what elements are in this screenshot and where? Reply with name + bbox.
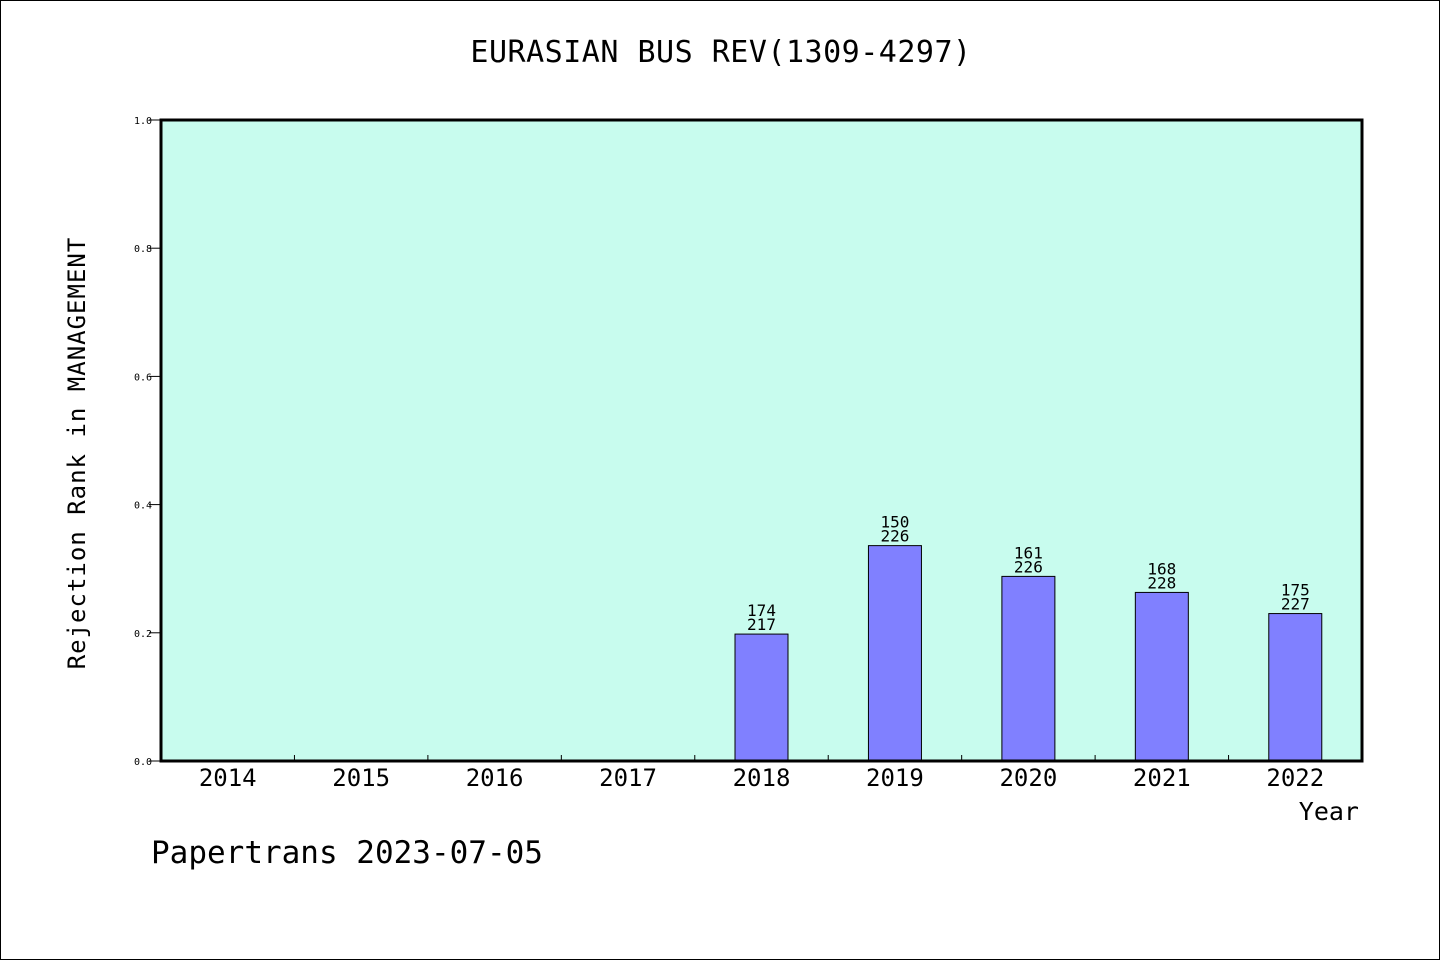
bar-label-bottom: 227 bbox=[1281, 595, 1310, 614]
y-axis-ticks bbox=[149, 119, 161, 762]
x-tick-label: 2016 bbox=[466, 764, 524, 792]
bar-label-top: 175 bbox=[1281, 581, 1310, 600]
x-tick-labels-group: 2014 2015 2016 2017 2018 2019 2020 2021 2022 bbox=[199, 764, 1324, 792]
x-tick-label: 2022 bbox=[1266, 764, 1324, 792]
x-tick-label: 2020 bbox=[999, 764, 1057, 792]
y-tick-label: 0.0 bbox=[134, 757, 152, 768]
bar-2018 bbox=[734, 633, 789, 762]
plot-border bbox=[159, 118, 1364, 763]
bar-label-top: 150 bbox=[880, 513, 909, 532]
bar-2020 bbox=[1001, 575, 1056, 762]
bar-2019 bbox=[867, 545, 922, 762]
y-tick-label: 0.4 bbox=[134, 501, 152, 512]
bar-label-bottom: 226 bbox=[1014, 557, 1043, 576]
y-tick-labels-group: 0.0 0.2 0.4 0.6 0.8 1.0 bbox=[134, 116, 152, 768]
bar-2021 bbox=[1134, 591, 1189, 762]
bar-label-top: 168 bbox=[1147, 559, 1176, 578]
y-tick-label: 0.2 bbox=[134, 629, 152, 640]
chart-title: EURASIAN BUS REV(1309-4297) bbox=[470, 35, 972, 70]
bar-label-bottom: 228 bbox=[1147, 573, 1176, 592]
y-tick-label: 0.6 bbox=[134, 372, 152, 383]
y-tick-label: 1.0 bbox=[134, 116, 152, 127]
bar-label-top: 174 bbox=[747, 601, 776, 620]
bars-group bbox=[734, 545, 1323, 762]
x-tick-label: 2019 bbox=[866, 764, 924, 792]
x-tick-label: 2015 bbox=[332, 764, 390, 792]
x-tick-label: 2021 bbox=[1133, 764, 1191, 792]
bar-2022 bbox=[1268, 613, 1323, 762]
x-axis-label: Year bbox=[1298, 797, 1359, 826]
x-tick-label: 2017 bbox=[599, 764, 657, 792]
x-tick-label: 2018 bbox=[733, 764, 791, 792]
bar-label-top: 161 bbox=[1014, 543, 1043, 562]
x-tick-label: 2014 bbox=[199, 764, 257, 792]
footer-credit: Papertrans 2023-07-05 bbox=[151, 835, 543, 871]
bar-label-bottom: 226 bbox=[880, 527, 909, 546]
y-axis-label: Rejection Rank in MANAGEMENT bbox=[63, 236, 91, 670]
bar-label-bottom: 217 bbox=[747, 615, 776, 634]
y-tick-label: 0.8 bbox=[134, 244, 152, 255]
